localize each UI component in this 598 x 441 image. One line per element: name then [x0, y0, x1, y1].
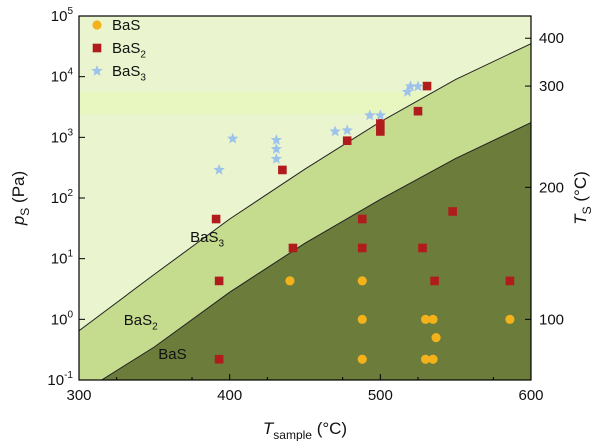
- point-bas: [357, 276, 367, 286]
- x-tick-label: 400: [217, 387, 242, 404]
- point-bas3: [213, 163, 225, 175]
- point-bas: [431, 332, 441, 343]
- legend-marker-bas3: [91, 65, 103, 76]
- point-bas3: [270, 134, 283, 145]
- y-tick-label: 100: [51, 309, 74, 328]
- y-axis-title: pS (Pa): [9, 171, 32, 226]
- point-bas3: [329, 125, 341, 137]
- y2-tick-label: 200: [539, 179, 564, 196]
- region-label-bas: BaS: [158, 346, 186, 363]
- y-tick-label: 104: [51, 67, 74, 86]
- point-bas3: [270, 143, 283, 154]
- legend-marker-bas2: [92, 43, 102, 53]
- point-bas2: [342, 136, 352, 146]
- y-tick-label: 103: [51, 127, 74, 146]
- axis-labels: Tsample (°C) pS (Pa) TS (°C): [9, 171, 594, 441]
- point-bas2: [288, 243, 298, 253]
- point-bas3: [364, 109, 376, 121]
- point-bas2: [357, 243, 367, 253]
- point-bas: [420, 314, 431, 324]
- y2-tick-label: 300: [539, 78, 564, 95]
- point-bas3: [412, 80, 424, 92]
- point-bas3: [374, 109, 386, 121]
- point-bas2: [422, 81, 432, 91]
- point-bas: [285, 276, 295, 286]
- legend-label-bas3: BaS3: [112, 63, 146, 84]
- y2-axis-title: TS (°C): [571, 171, 594, 225]
- point-bas3: [401, 85, 414, 97]
- y2-tick-label: 100: [539, 311, 564, 328]
- y2-tick-label: 400: [539, 30, 564, 47]
- y2-axis-title-group: TS (°C): [571, 171, 594, 225]
- point-bas2: [214, 354, 224, 364]
- point-bas2: [430, 276, 439, 286]
- boundary-line-bas3-bas2: [79, 43, 531, 332]
- point-bas3: [404, 80, 417, 92]
- point-bas: [505, 314, 515, 324]
- point-bas2: [448, 207, 457, 216]
- point-bas: [428, 314, 438, 324]
- legend-marker-bas: [92, 20, 102, 30]
- point-bas3: [270, 153, 283, 164]
- point-bas2: [211, 214, 221, 224]
- data-markers: [211, 80, 515, 364]
- y-tick-label: 105: [51, 6, 74, 25]
- x-tick-label: 500: [368, 387, 393, 404]
- y-tick-label: 10-1: [47, 370, 73, 389]
- x-tick-label: 300: [66, 387, 91, 404]
- point-bas: [357, 314, 367, 324]
- axes: 300 400 500 600 10-1 100 101 102 103 104 105 100 200…: [47, 6, 564, 404]
- point-bas: [428, 354, 438, 364]
- point-bas2: [418, 243, 427, 253]
- point-bas: [420, 354, 431, 364]
- region-label-bas2: BaS2: [124, 312, 158, 333]
- point-bas2: [376, 127, 385, 136]
- point-bas2: [214, 276, 224, 286]
- x-axis-title: Tsample (°C): [263, 419, 347, 441]
- point-bas2: [357, 214, 367, 224]
- legend-label-bas2: BaS2: [112, 40, 146, 61]
- point-bas2: [278, 165, 287, 175]
- boundary-line-bas2-bas: [101, 122, 531, 380]
- y-tick-label: 101: [51, 249, 74, 268]
- point-bas: [357, 354, 367, 364]
- x-tick-label: 600: [518, 387, 543, 404]
- point-bas2: [505, 276, 515, 286]
- y-tick-label: 102: [51, 188, 74, 207]
- y-axis-title-group: pS (Pa): [9, 171, 32, 226]
- point-bas2: [413, 106, 423, 116]
- point-bas3: [341, 124, 353, 136]
- point-bas2: [376, 119, 385, 128]
- point-bas3: [227, 132, 239, 144]
- legend-label-bas: BaS: [112, 17, 140, 34]
- region-label-bas3: BaS3: [190, 229, 224, 250]
